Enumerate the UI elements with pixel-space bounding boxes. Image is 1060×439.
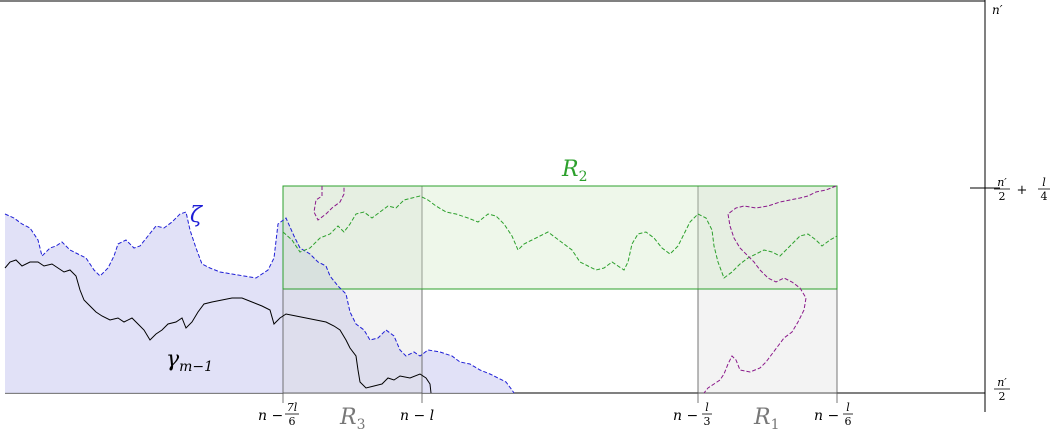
svg-text:+: +	[1017, 183, 1028, 198]
x-tick-label-1: n − 7l 6	[258, 401, 299, 428]
label-r1: R1	[753, 405, 780, 433]
y-tick-label-mid: n′ 2 + l 4	[994, 176, 1050, 203]
label-r2: R2	[561, 157, 588, 185]
label-zeta: ζ	[190, 203, 204, 228]
lavender-region	[5, 212, 514, 393]
svg-text:l: l	[705, 401, 709, 414]
svg-text:n −: n −	[814, 408, 839, 424]
svg-text:7l: 7l	[287, 401, 298, 414]
svg-text:n −: n −	[673, 408, 698, 424]
svg-text:6: 6	[845, 415, 852, 428]
x-tick-label-4: n − l 6	[814, 401, 853, 428]
svg-text:2: 2	[999, 190, 1006, 203]
y-tick-label-top: n′	[992, 3, 1003, 17]
x-tick-label-3: n − l 3	[673, 401, 712, 428]
label-gamma: γm−1	[166, 347, 213, 375]
zeta-curve	[4, 211, 515, 394]
purple-curve-left	[313, 186, 345, 221]
svg-text:n′: n′	[997, 376, 1007, 389]
svg-text:6: 6	[289, 415, 296, 428]
svg-text:l: l	[846, 401, 850, 414]
svg-text:n −: n −	[258, 408, 283, 424]
y-tick-label-bottom: n′ 2	[994, 376, 1010, 403]
purple-curve-right	[703, 185, 837, 394]
svg-text:2: 2	[999, 390, 1006, 403]
svg-text:4: 4	[1041, 190, 1048, 203]
svg-text:3: 3	[704, 415, 711, 428]
green-curve	[282, 195, 838, 279]
svg-text:l: l	[1042, 176, 1046, 189]
region-r2-box	[282, 185, 838, 290]
gamma-curve	[4, 259, 432, 394]
svg-text:n′: n′	[997, 176, 1007, 189]
label-r3: R3	[339, 405, 366, 433]
x-tick-label-2: n − l	[400, 408, 434, 424]
